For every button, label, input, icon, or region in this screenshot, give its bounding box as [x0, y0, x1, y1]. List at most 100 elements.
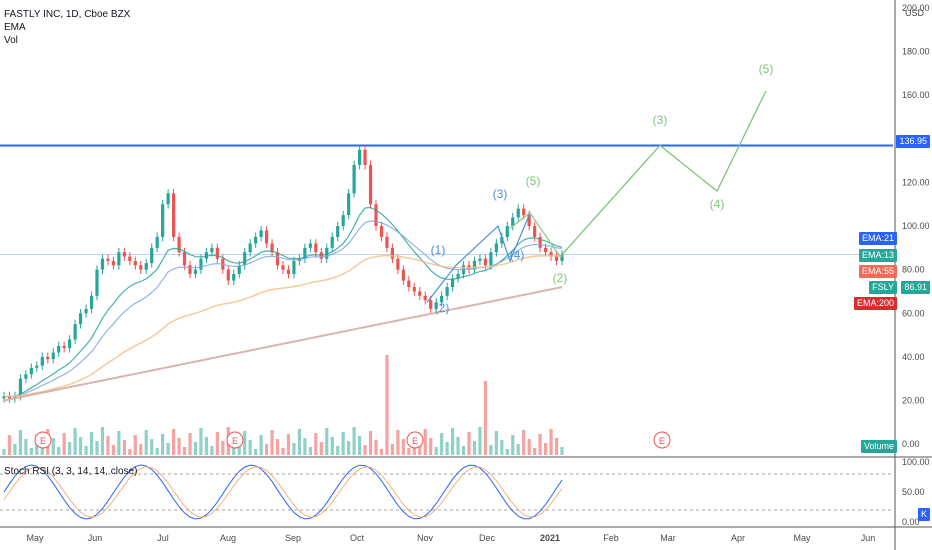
volume-bar [511, 435, 515, 455]
candle-body [199, 258, 203, 270]
stoch-k-line [3, 464, 563, 520]
ema55-line [3, 254, 562, 397]
candle-body [286, 269, 291, 275]
candle-body [357, 149, 362, 165]
candle-body [166, 193, 170, 205]
volume-bar [489, 445, 493, 455]
candle-body [177, 236, 181, 253]
candle-body [89, 295, 94, 309]
x-tick-label: Dec [479, 533, 496, 543]
volume-bar [106, 436, 110, 455]
candle-body [68, 339, 72, 349]
candle-body [396, 258, 400, 270]
y-tick-label: 80.00 [902, 265, 925, 275]
wave-path-blue [426, 212, 531, 303]
candle-body [150, 247, 154, 264]
volume-bar [533, 448, 537, 455]
volume-bar [461, 446, 466, 455]
ema55-badge: EMA:55 [858, 265, 897, 278]
candle-body [374, 204, 378, 227]
y-tick-label: 200.00 [902, 3, 930, 13]
candle-body [385, 236, 389, 248]
volume-bar [57, 447, 61, 455]
legend-title: FASTLY INC, 1D, Cboe BZX [4, 9, 131, 20]
ema200-line [3, 286, 563, 402]
volume-bar [84, 446, 88, 455]
volume-bar [62, 433, 66, 455]
k-badge: K [917, 508, 930, 521]
fsly-price-badge: 86.91 [901, 281, 930, 294]
y-tick-label: 0.00 [902, 439, 920, 449]
candle-body [117, 252, 121, 266]
candle-body [483, 258, 488, 266]
candle-body [57, 345, 61, 353]
currency-label: USD [905, 8, 925, 18]
wave-label-blue: (4) [510, 248, 525, 262]
candle-body [133, 260, 137, 266]
x-tick-label: May [26, 533, 44, 543]
candle-body [128, 256, 132, 261]
candle-body [243, 252, 247, 266]
volume-bar [215, 432, 219, 455]
candle-body [232, 274, 236, 281]
ema13-badge: EMA:13 [858, 249, 897, 262]
candle-body [363, 149, 367, 165]
volume-bar [390, 444, 395, 455]
volume-bar [467, 432, 471, 455]
ema21-line [3, 220, 563, 397]
volume-bar [543, 443, 548, 455]
x-tick-label: Mar [660, 533, 676, 543]
candle-body [418, 291, 422, 296]
candle-body [543, 247, 548, 253]
candle-body [264, 230, 269, 244]
candle-body [407, 280, 411, 288]
candle-body [549, 252, 553, 257]
stoch-d-line [3, 466, 563, 518]
volume-bar [139, 444, 143, 455]
candle-body [390, 247, 395, 259]
candle-body [259, 230, 263, 237]
volume-bar [418, 443, 422, 455]
candle-body [314, 243, 318, 253]
earnings-marker [653, 431, 671, 449]
chart-legend: FASTLY INC, 1D, Cboe BZX EMA Vol [4, 8, 130, 47]
candle-body [527, 215, 531, 227]
volume-bar [29, 448, 33, 455]
volume-bar [456, 437, 460, 455]
volume-badge: Volume [860, 440, 897, 453]
candle-body [35, 365, 39, 368]
y-tick-label: 40.00 [902, 352, 925, 362]
volume-bar [560, 447, 564, 455]
resistance-price-badge: 136.95 [896, 135, 930, 148]
volume-bar [133, 435, 137, 455]
candle-body [84, 308, 88, 314]
volume-bar [352, 427, 356, 455]
volume-bar [193, 442, 198, 455]
candle-body [18, 378, 23, 397]
rsi-tick-label: 50.00 [902, 487, 925, 497]
candle-body [7, 396, 12, 399]
volume-bar [248, 440, 252, 455]
ema200-badge: EMA:200 [853, 297, 897, 310]
candle-body [478, 258, 482, 261]
candle-body [500, 236, 504, 244]
candle-body [303, 247, 307, 259]
candle-body [226, 269, 230, 281]
volume-bar [275, 439, 280, 455]
candle-body [2, 396, 6, 399]
volume-bar [161, 434, 165, 455]
candle-body [29, 367, 33, 375]
candle-body [248, 243, 252, 253]
volume-bar [516, 444, 520, 455]
volume-bar [549, 429, 553, 455]
volume-bar [166, 443, 170, 455]
candle-body [281, 265, 285, 270]
y-tick-label: 100.00 [902, 221, 930, 231]
volume-bar [505, 449, 509, 455]
candle-body [155, 236, 159, 248]
candle-body [429, 300, 433, 309]
x-tick-label: Sep [285, 533, 301, 543]
volume-bar [336, 446, 340, 455]
earnings-marker-label: E [232, 436, 238, 446]
